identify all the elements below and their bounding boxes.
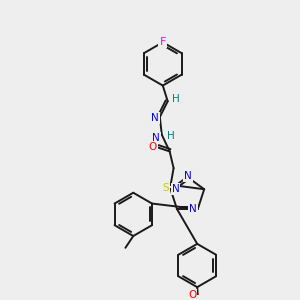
Text: N: N <box>152 133 160 143</box>
Text: F: F <box>160 37 166 47</box>
Text: H: H <box>172 94 179 104</box>
Text: H: H <box>167 131 175 141</box>
Text: S: S <box>162 183 169 193</box>
Text: N: N <box>189 204 197 214</box>
Text: O: O <box>188 290 196 300</box>
Text: N: N <box>172 184 179 194</box>
Text: O: O <box>149 142 157 152</box>
Text: N: N <box>184 171 192 181</box>
Text: N: N <box>151 113 159 123</box>
